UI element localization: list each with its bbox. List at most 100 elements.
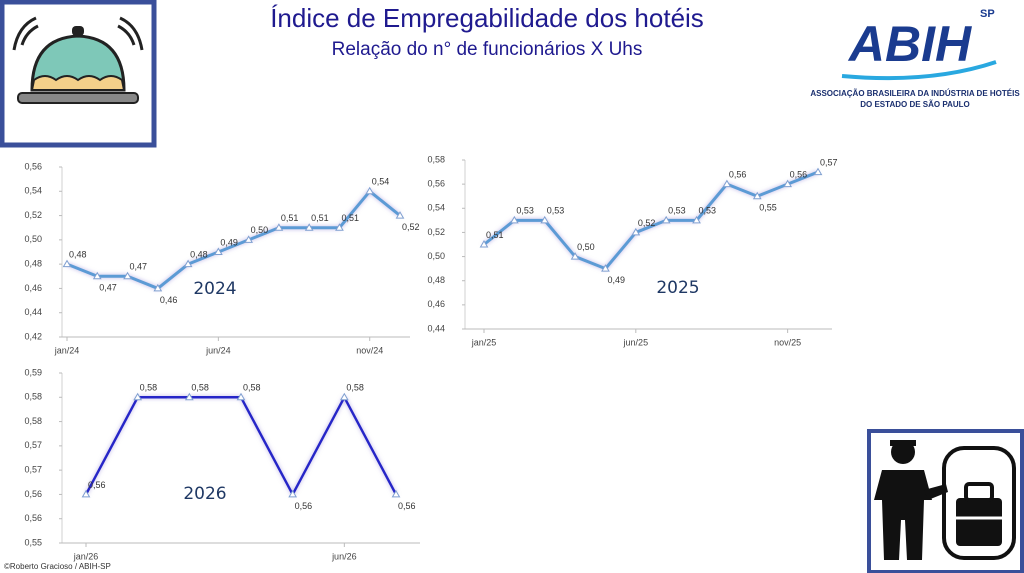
marker [92,271,102,280]
marker [133,392,143,401]
annotation: 2024 [193,279,236,299]
y-tick-label: 0,50 [24,234,42,244]
y-tick-label: 0,56 [24,161,42,171]
data-label: 0,53 [699,206,717,216]
marker [288,489,298,498]
marker [509,215,519,224]
y-tick-label: 0,48 [24,259,42,269]
data-label: 0,53 [547,206,565,216]
data-label: 0,48 [190,250,208,260]
annotation: 2026 [183,484,226,504]
y-tick-label: 0,58 [24,392,42,402]
marker [81,489,91,498]
y-tick-label: 0,56 [24,489,42,499]
x-tick-label: jun/24 [205,345,231,355]
x-tick-label: nov/25 [774,337,801,347]
data-label: 0,56 [295,501,313,511]
title: Índice de Empregabilidade dos hotéis [270,3,704,33]
marker [692,215,701,224]
marker [752,191,762,200]
data-label: 0,51 [311,213,329,223]
line [483,170,819,271]
data-label: 0,56 [729,170,747,180]
marker [783,179,793,188]
data-label: 0,58 [346,383,364,393]
marker [335,223,344,231]
y-tick-label: 0,48 [427,275,445,285]
line [84,396,398,496]
subtitle: Relação do n° de funcionários X Uhs [332,39,643,60]
bell-icon [0,0,157,148]
logo-line: DO ESTADO DE SÃO PAULO [860,100,970,109]
marker [183,259,193,268]
logo-region: SP [980,8,995,20]
data-label: 0,53 [668,206,686,216]
x-tick-label: jan/24 [54,345,80,355]
y-tick-label: 0,58 [427,154,445,164]
y-tick-label: 0,56 [427,179,445,189]
y-tick-label: 0,57 [24,465,42,475]
marker [184,392,194,401]
data-label: 0,54 [372,177,390,187]
data-label: 0,48 [69,250,87,260]
y-tick-label: 0,52 [427,227,445,237]
data-label: 0,50 [577,242,595,252]
marker [274,223,284,231]
data-label: 0,52 [638,218,656,228]
marker [540,215,550,224]
bellboy-icon [867,429,1024,573]
marker [570,252,580,260]
data-label: 0,51 [341,213,359,223]
y-tick-label: 0,50 [427,251,445,261]
marker [601,264,610,272]
data-label: 0,53 [516,206,534,216]
data-label: 0,47 [99,283,117,293]
data-label: 0,51 [281,213,299,223]
x-tick-label: nov/24 [356,345,383,355]
data-label: 0,55 [759,203,777,213]
data-label: 0,56 [790,170,808,180]
y-tick-label: 0,59 [24,367,42,377]
marker [304,223,314,231]
y-tick-label: 0,56 [24,513,42,523]
marker [213,247,223,255]
data-label: 0,58 [140,383,158,393]
data-label: 0,47 [130,262,148,272]
marker [365,186,375,195]
logo-line: ASSOCIAÇÃO BRASILEIRA DA INDÚSTRIA DE HO… [810,89,1020,98]
y-tick-label: 0,46 [24,283,42,293]
y-tick-label: 0,58 [24,416,42,426]
y-tick-label: 0,57 [24,440,42,450]
y-tick-label: 0,54 [24,186,42,196]
line [66,189,401,290]
marker [62,259,72,268]
data-label: 0,49 [607,275,625,285]
marker [236,392,246,401]
marker [813,167,823,176]
marker [631,227,641,236]
annotation: 2025 [656,278,699,298]
data-label: 0,56 [88,480,106,490]
y-tick-label: 0,55 [24,537,42,547]
marker [153,283,163,292]
x-tick-label: jan/26 [73,551,99,561]
marker [339,392,349,401]
marker [123,271,132,280]
marker [479,240,489,248]
y-tick-label: 0,44 [427,323,445,333]
logo-name: ABIH [847,16,972,72]
marker [244,235,254,243]
data-label: 0,50 [251,225,269,235]
marker [391,489,401,498]
marker [722,179,732,188]
y-tick-label: 0,52 [24,210,42,220]
data-label: 0,51 [486,230,504,240]
y-tick-label: 0,54 [427,203,445,213]
y-tick-label: 0,42 [24,331,42,341]
x-tick-label: jun/26 [331,551,357,561]
data-label: 0,56 [398,501,416,511]
data-label: 0,46 [160,295,178,305]
data-label: 0,52 [402,222,420,232]
data-label: 0,49 [220,237,238,247]
